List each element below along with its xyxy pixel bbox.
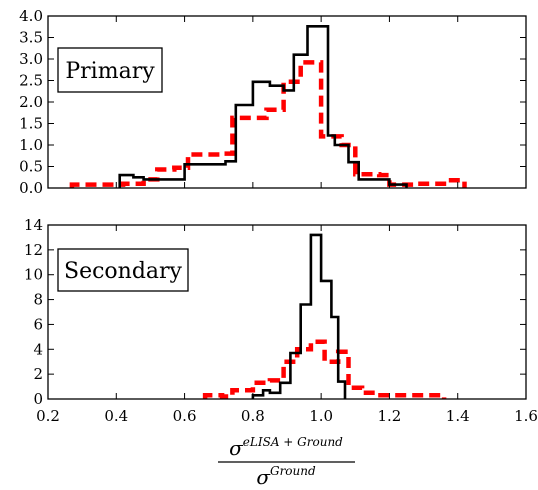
- primary-ytick-label: 3.5: [19, 29, 43, 47]
- x-label-numerator-superscript: eLISA + Ground: [243, 435, 343, 449]
- secondary-series-layer: [202, 233, 447, 399]
- primary-plot-frame: [47, 15, 527, 189]
- primary-ytick-label: 4.0: [19, 7, 43, 25]
- primary-series-layer: [69, 25, 467, 188]
- xtick-label: 1.6: [514, 407, 538, 425]
- secondary-ytick-label: 10: [24, 266, 43, 284]
- xtick-label: 1.0: [309, 407, 333, 425]
- primary-ytick-label: 2.0: [19, 93, 43, 111]
- primary-ytick-label: 3.0: [19, 50, 43, 68]
- primary-panel: 0.0 0.5 1.0 1.5 2.0 2.5 3.0 3.5 4.0 Primary: [19, 7, 527, 197]
- secondary-ytick-label: 8: [33, 291, 43, 309]
- secondary-plot-frame: [47, 224, 527, 400]
- secondary-ytick-label: 12: [24, 241, 43, 259]
- x-axis-label: σeLISA + Ground σGround: [218, 435, 355, 489]
- secondary-panel-label: Secondary: [64, 259, 183, 284]
- secondary-ytick-label: 6: [33, 315, 43, 333]
- secondary-legend-box: Secondary: [57, 248, 189, 292]
- secondary-yticks: 0 2 4 6 8 10 12 14: [24, 216, 526, 408]
- primary-ytick-label: 1.0: [19, 136, 43, 154]
- secondary-xticks: 0.2 0.4 0.6 0.8 1.0 1.2 1.4 1.6: [36, 225, 538, 425]
- primary-ytick-label: 2.5: [19, 72, 43, 90]
- primary-ytick-label: 0.5: [19, 158, 43, 176]
- x-label-denominator-superscript: Ground: [270, 464, 316, 478]
- secondary-panel: 0 2 4 6 8 10 12 14 0.2 0.4 0.6 0.8 1.0 1.2 1.4 1.6 Sec…: [24, 216, 538, 425]
- xtick-label: 0.6: [173, 407, 197, 425]
- xtick-label: 1.4: [446, 407, 470, 425]
- primary-panel-label: Primary: [65, 59, 155, 84]
- secondary-ytick-label: 14: [24, 216, 43, 234]
- primary-xticks: [47, 16, 527, 188]
- x-label-numerator: σeLISA + Ground: [229, 435, 343, 460]
- xtick-label: 0.2: [36, 407, 60, 425]
- xtick-label: 0.4: [104, 407, 128, 425]
- xtick-label: 0.8: [241, 407, 265, 425]
- x-label-denominator: σGround: [256, 464, 316, 489]
- secondary-ytick-label: 2: [33, 365, 43, 383]
- primary-ytick-label: 1.5: [19, 115, 43, 133]
- primary-legend-box: Primary: [57, 47, 163, 93]
- xtick-label: 1.2: [377, 407, 401, 425]
- primary-label-box: [57, 47, 163, 93]
- secondary-ytick-label: 0: [33, 390, 43, 408]
- secondary-label-box: [57, 248, 189, 292]
- primary-black-solid-histogram: [118, 25, 408, 188]
- primary-ytick-label: 0.0: [19, 179, 43, 197]
- primary-yticks: 0.0 0.5 1.0 1.5 2.0 2.5 3.0 3.5 4.0: [19, 7, 526, 197]
- secondary-ytick-label: 4: [33, 340, 43, 358]
- secondary-black-solid-histogram: [251, 233, 347, 399]
- secondary-red-dashed-histogram: [202, 339, 447, 399]
